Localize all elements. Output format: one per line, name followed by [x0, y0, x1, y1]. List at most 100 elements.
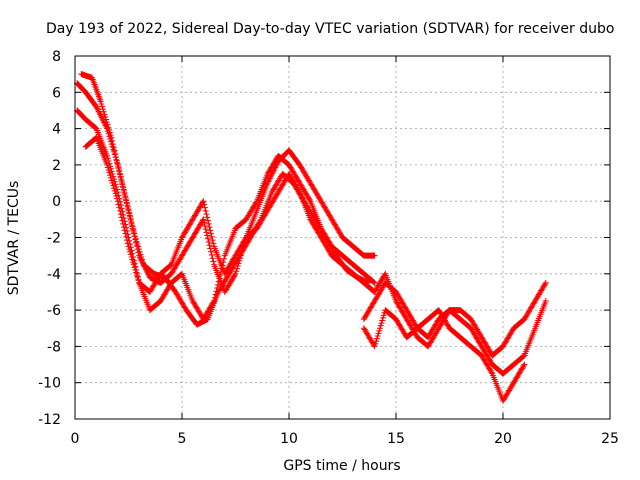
data-point — [128, 218, 135, 225]
data-point — [200, 198, 207, 205]
data-point — [201, 201, 208, 208]
y-tick-label: -10 — [38, 376, 61, 392]
data-point — [123, 233, 130, 240]
data-point — [126, 212, 133, 219]
data-point — [201, 204, 208, 211]
data-point — [115, 163, 122, 170]
data-point — [133, 238, 140, 245]
data-point — [209, 255, 216, 262]
data-point — [135, 246, 142, 253]
data-point — [207, 227, 214, 234]
data-point — [100, 108, 107, 115]
data-point — [124, 202, 131, 209]
data-point — [113, 193, 120, 200]
data-point — [376, 325, 383, 332]
data-point — [104, 152, 111, 159]
data-point — [103, 119, 110, 126]
data-point — [378, 320, 385, 327]
data-point — [133, 269, 140, 276]
data-point — [204, 235, 211, 242]
data-point — [232, 270, 239, 277]
data-point — [139, 259, 146, 266]
data-point — [371, 252, 378, 259]
data-point — [208, 248, 215, 255]
data-point — [122, 193, 129, 200]
data-point — [120, 220, 127, 227]
x-tick-label: 5 — [178, 431, 187, 447]
data-point — [380, 314, 387, 321]
data-point — [109, 180, 116, 187]
data-point — [126, 246, 133, 253]
data-point — [121, 227, 128, 234]
data-point — [216, 275, 223, 282]
data-point — [205, 220, 212, 227]
data-point — [119, 217, 126, 224]
y-tick-label: 2 — [52, 158, 61, 174]
data-point — [542, 281, 549, 288]
y-tick-label: -4 — [47, 267, 61, 283]
data-point — [119, 180, 126, 187]
data-point — [114, 198, 121, 205]
y-tick-label: 4 — [52, 122, 61, 138]
data-point — [116, 204, 123, 211]
data-point — [542, 279, 549, 286]
data-point — [117, 173, 124, 180]
data-point — [217, 272, 224, 279]
data-point — [306, 196, 313, 203]
data-point — [127, 215, 134, 222]
data-point — [104, 161, 111, 168]
data-point — [214, 281, 221, 288]
data-point — [127, 248, 134, 255]
data-point — [105, 124, 112, 131]
data-point — [116, 167, 123, 174]
data-point — [379, 317, 386, 324]
data-point — [108, 134, 115, 141]
data-point — [102, 113, 109, 120]
data-point — [117, 211, 124, 218]
data-point — [377, 322, 384, 329]
data-point — [380, 312, 387, 319]
data-point — [127, 251, 134, 258]
data-point — [107, 132, 114, 139]
grid-lines — [75, 56, 610, 419]
y-tick-label: 8 — [52, 49, 61, 65]
y-tick-labels: -12 -10 -8 -6 -4 -2 0 2 4 6 8 — [38, 49, 61, 428]
data-point — [117, 207, 124, 214]
data-point — [210, 258, 217, 265]
axis-ticks — [74, 55, 611, 420]
data-point — [111, 187, 118, 194]
data-point — [103, 116, 110, 123]
data-point — [101, 111, 108, 118]
data-point — [116, 170, 123, 177]
data-point — [200, 216, 207, 223]
data-point — [375, 330, 382, 337]
data-point — [118, 214, 125, 221]
data-point — [253, 199, 260, 206]
data-point — [373, 338, 380, 345]
data-point — [113, 157, 120, 164]
data-point — [130, 261, 137, 268]
data-point — [520, 362, 527, 369]
data-point — [121, 189, 128, 196]
x-tick-label: 20 — [494, 431, 512, 447]
data-point — [125, 205, 132, 212]
data-point — [130, 259, 137, 266]
data-point — [109, 141, 116, 148]
data-point — [136, 248, 143, 255]
data-point — [106, 126, 113, 133]
data-point — [98, 100, 105, 107]
data-point — [521, 361, 528, 368]
x-tick-label: 25 — [601, 431, 619, 447]
data-point — [208, 230, 215, 237]
data-point — [120, 186, 127, 193]
x-axis-title: GPS time / hours — [283, 458, 400, 474]
data-point — [138, 253, 145, 260]
y-tick-label: -8 — [47, 339, 61, 355]
data-point — [542, 298, 549, 305]
chart-title: Day 193 of 2022, Sidereal Day-to-day VTE… — [46, 21, 614, 37]
data-point — [371, 343, 378, 350]
data-point — [205, 239, 212, 246]
data-point — [201, 219, 208, 226]
data-point — [122, 230, 129, 237]
data-point — [137, 251, 144, 258]
